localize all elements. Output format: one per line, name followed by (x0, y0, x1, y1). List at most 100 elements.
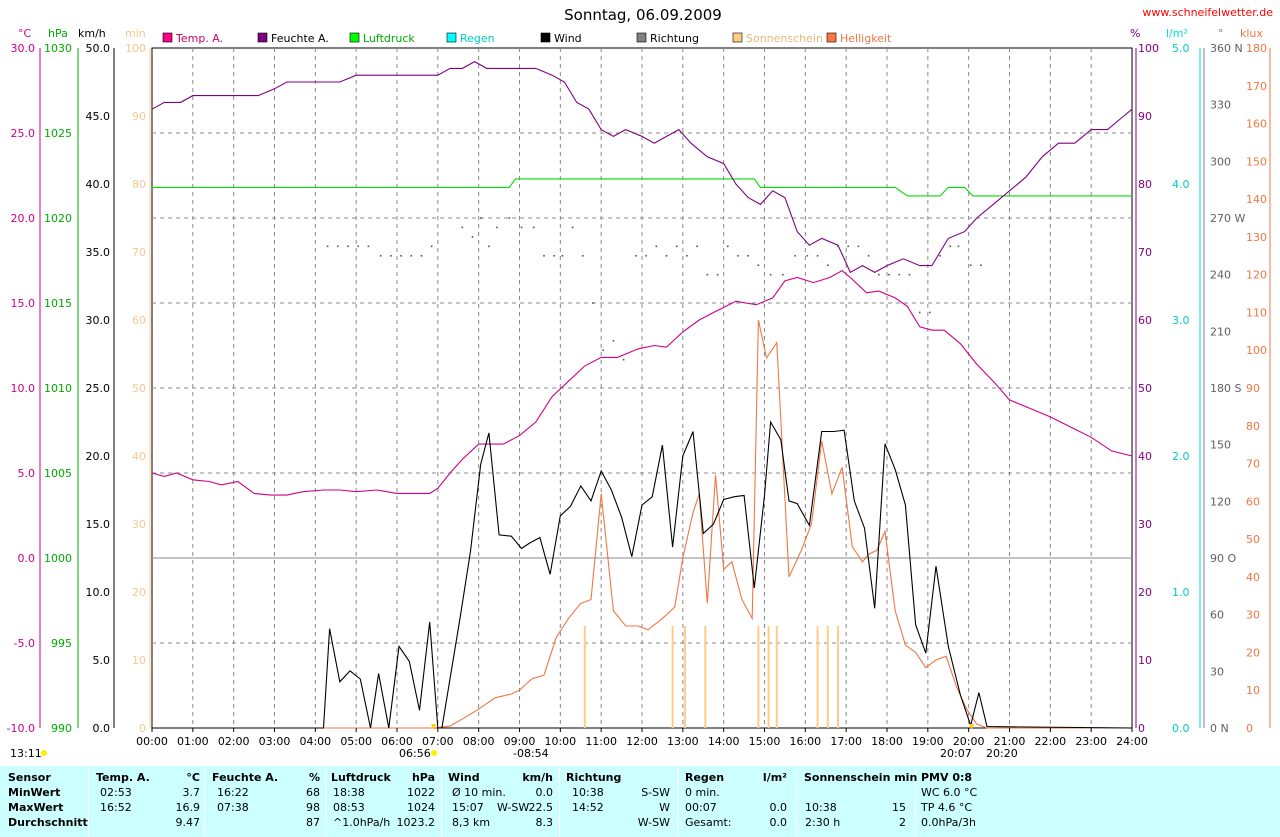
direction-point (857, 245, 860, 248)
pressure-axis-unit: hPa (48, 27, 68, 40)
sunset-label: 20:07 (940, 747, 972, 760)
time-tick: 23:00 (1075, 735, 1107, 748)
direction-point (357, 245, 360, 248)
time-tick: 24:00 (1116, 735, 1148, 748)
header-pmv: PMV 0:8 (921, 771, 973, 784)
rain-tick: 1.0 (1172, 586, 1190, 599)
direction-point (696, 245, 698, 248)
wind-value: 8.3 (535, 816, 554, 829)
table-divider (915, 766, 916, 837)
wind-tick: 15.0 (86, 518, 111, 531)
time-tick: 12:00 (626, 735, 658, 748)
site-link[interactable]: www.schneifelwetter.de (1142, 6, 1273, 19)
time-tick: 08:00 (463, 735, 495, 748)
legend: Temp. A. Feuchte A. Luftdruck Regen Wind Rich… (162, 32, 892, 45)
direction-point (816, 254, 819, 257)
direction-point (496, 226, 498, 229)
pressure-tick: 1005 (44, 467, 72, 480)
wind-tick: 10.0 (86, 586, 111, 599)
time-tick: 17:00 (830, 735, 862, 748)
pmv-value: TP 4.6 °C (921, 801, 973, 814)
direction-point (769, 273, 772, 276)
direction-point (635, 254, 637, 257)
direction-point (645, 254, 647, 257)
sunshine-time: 10:38 (805, 801, 837, 814)
direction-tick: 90 O (1210, 552, 1236, 565)
pmv-value: 0.0hPa/3h (921, 816, 977, 829)
weather-chart: Sonntag, 06.09.2009 www.schneifelwetter.… (7, 6, 1274, 760)
time-tick: 07:00 (422, 735, 454, 748)
pressure-tick: 1030 (44, 42, 72, 55)
humidity-value: 68 (306, 786, 320, 799)
temp-tick: 10.0 (11, 382, 36, 395)
direction-point (878, 273, 880, 276)
direction-point (837, 245, 839, 248)
humidity-tick: 30 (1138, 518, 1152, 531)
direction-point (929, 311, 931, 314)
humidity-tick: 50 (1138, 382, 1152, 395)
table-divider (796, 766, 797, 837)
helligkeit-line (152, 319, 1132, 729)
direction-point (508, 217, 511, 219)
time-tick: 02:00 (218, 735, 250, 748)
direction-tick: 0 N (1210, 722, 1229, 735)
left-axes: °C hPa km/h min 30.0 25.0 20.0 15.0 10.0 5.0 0.0 -5… (7, 27, 151, 735)
header-wind-unit: km/h (522, 771, 553, 784)
direction-point (867, 254, 870, 257)
minutes-tick: 60 (132, 314, 146, 327)
pressure-value: 1023.2 (396, 816, 436, 829)
direction-point (602, 349, 605, 352)
lux-tick: 120 (1246, 269, 1267, 282)
rain-time: 00:07 (685, 801, 717, 814)
time-tick: 18:00 (871, 735, 903, 748)
direction-tick: 60 (1210, 609, 1224, 622)
grid (151, 47, 1133, 729)
direction-tick: 240 (1210, 269, 1231, 282)
sunshine-time: 2:30 h (805, 816, 841, 829)
temp-axis-unit: °C (18, 27, 32, 40)
wind-value: 22.5 (528, 801, 554, 814)
legend-swatch (349, 32, 360, 43)
direction-tick: 360 N (1210, 42, 1243, 55)
direction-point (794, 254, 796, 257)
sun-markers: 13:11 06:56 20:07 -08:54 20:20 (10, 724, 1018, 760)
humidity-value: 98 (306, 801, 320, 814)
humidity-tick: 100 (1138, 42, 1159, 55)
wind-tick: 30.0 (86, 314, 111, 327)
sun-icon (41, 750, 47, 756)
wind-value: 0.0 (535, 786, 554, 799)
temp-tick: -10.0 (7, 722, 35, 735)
time-axis: 00:00 01:00 02:00 03:00 04:00 05:00 06:00 07:00… (136, 728, 1148, 748)
direction-point (706, 273, 709, 276)
rain-tick: 0.0 (1172, 722, 1190, 735)
pmv-value: WC 6.0 °C (921, 786, 978, 799)
lux-tick: 90 (1246, 382, 1260, 395)
temp-tick: 5.0 (18, 467, 36, 480)
legend-label: Helligkeit (840, 32, 892, 45)
header-rain: Regen (685, 771, 725, 784)
luftdruck-line (152, 178, 1132, 197)
sunshine-value: 15 (892, 801, 906, 814)
lux-tick: 180 (1246, 42, 1267, 55)
direction-point (908, 273, 911, 276)
wind-tick: 35.0 (86, 246, 111, 259)
direction-time: 14:52 (572, 801, 604, 814)
row-label: Durchschnitt (8, 816, 88, 829)
time-tick: 01:00 (177, 735, 209, 748)
legend-label: Richtung (650, 32, 699, 45)
legend-label: Luftdruck (363, 32, 415, 45)
temp-tick: 15.0 (11, 297, 36, 310)
header-sunshine: Sonnenschein min (804, 771, 918, 784)
table-divider (204, 766, 205, 837)
table-divider (325, 766, 326, 837)
minutes-tick: 50 (132, 382, 146, 395)
time-tick: 22:00 (1034, 735, 1066, 748)
direction-point (826, 264, 829, 267)
temp-a-line (151, 270, 1133, 496)
direction-tick: 30 (1210, 665, 1224, 678)
temp-value: 16.9 (175, 801, 201, 814)
series-layer (151, 60, 1133, 729)
temp-value: 3.7 (182, 786, 201, 799)
legend-swatch (446, 32, 457, 43)
direction-point (367, 245, 370, 248)
